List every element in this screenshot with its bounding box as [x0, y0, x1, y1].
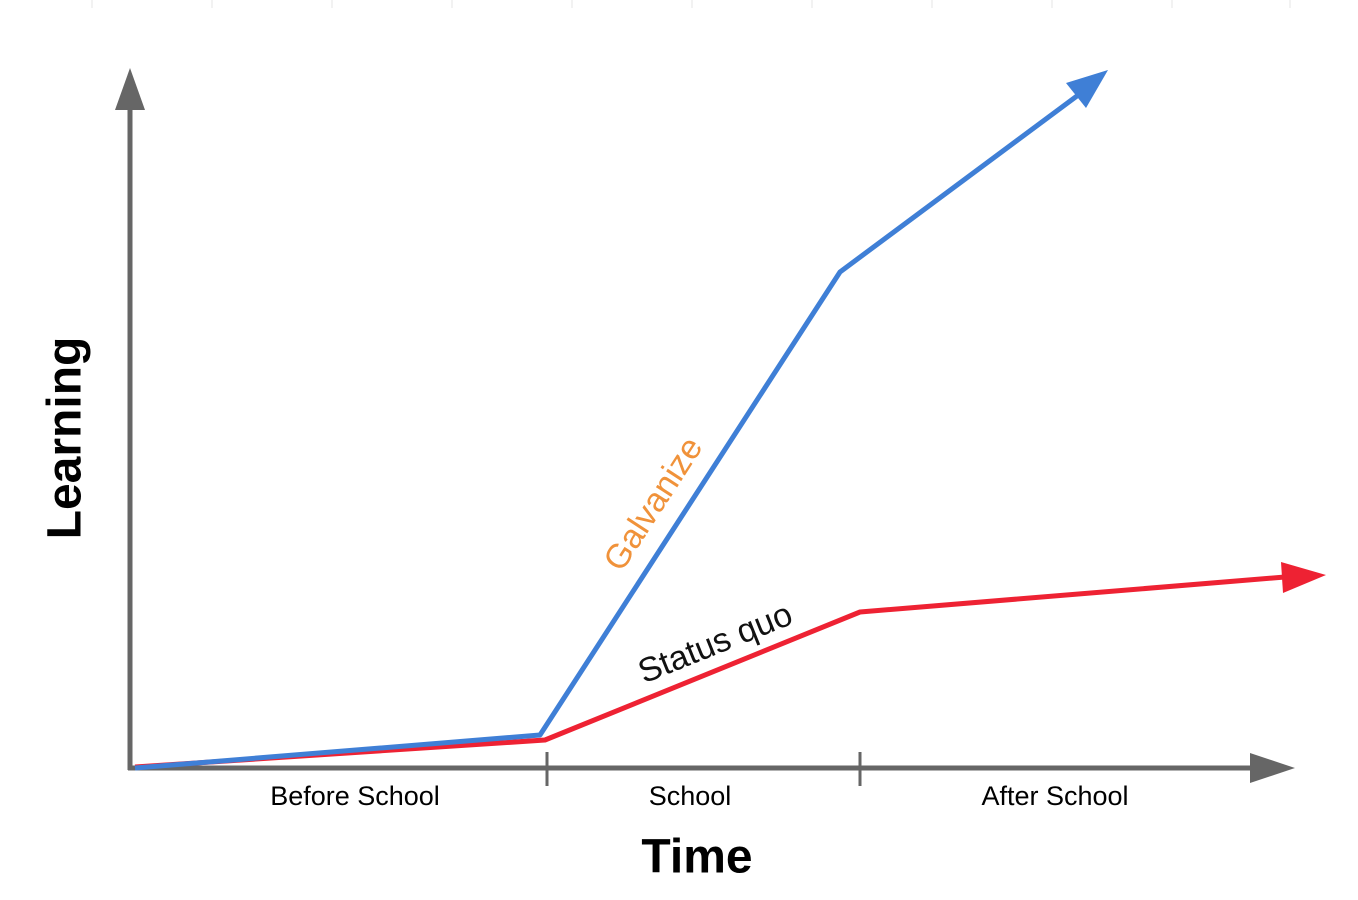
status-quo-arrow — [1281, 562, 1326, 593]
phase-label: Before School — [270, 781, 440, 811]
x-axis-label: Time — [641, 831, 752, 884]
phase-label: School — [649, 781, 732, 811]
y-axis-label: Learning — [39, 337, 92, 540]
status-quo-line — [134, 574, 1286, 770]
x-axis-arrow — [1250, 753, 1295, 783]
galvanize-arrow — [1066, 70, 1108, 108]
top-edge-lines — [91, 0, 1291, 8]
phase-label: After School — [981, 781, 1128, 811]
line-label: Status quo — [633, 595, 798, 691]
galvanize-line — [134, 87, 1087, 771]
y-axis-arrow — [115, 68, 145, 110]
